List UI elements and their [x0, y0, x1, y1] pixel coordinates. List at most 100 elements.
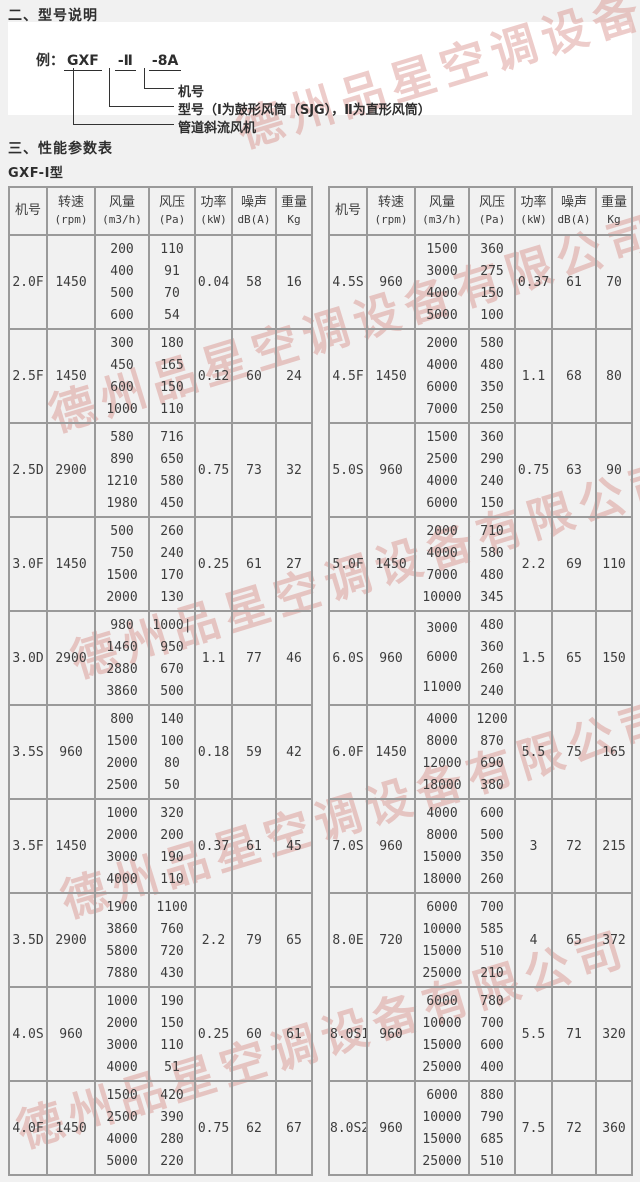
column-header: 机号 — [328, 186, 368, 236]
cell-air-pressure-value: 700 — [480, 899, 504, 915]
example-prefix: 例： — [36, 53, 64, 69]
cell-power: 0.12 — [194, 328, 233, 424]
model-example-box: 例： GXF -Ⅱ -8A 机号 型号（Ⅰ为鼓形风筒（SJG），Ⅱ为直形风筒） 管道斜… — [8, 22, 632, 136]
cell-air-pressure-value: 350 — [480, 379, 504, 395]
cell-air-flow: 6000 10000 15000 25000 — [414, 892, 470, 988]
cell-rpm: 1450 — [366, 516, 416, 612]
cell-air-flow: 1500 2500 4000 6000 — [414, 422, 470, 518]
cell-air-pressure-value: 54 — [164, 307, 180, 323]
cell-air-flow-value: 580 — [110, 429, 134, 445]
cell-air-flow-value: 4000 — [426, 285, 458, 301]
column-header: 重量 Kg — [275, 186, 313, 236]
cell-air-pressure-value: 210 — [480, 965, 504, 981]
cell-air-flow-value: 2000 — [106, 1015, 138, 1031]
cell-air-pressure-value: 150 — [160, 1015, 184, 1031]
cell-air-pressure-value: 110 — [160, 241, 184, 257]
cell-air-pressure-value: 480 — [480, 567, 504, 583]
cell-air-pressure-value: 500 — [160, 683, 184, 699]
cell-air-pressure-value: 260 — [480, 661, 504, 677]
cell-air-pressure: 716 650 580 450 — [148, 422, 196, 518]
cell-air-flow-value: 980 — [110, 617, 134, 633]
cell-air-flow-value: 4000 — [426, 357, 458, 373]
cell-air-flow-value: 750 — [110, 545, 134, 561]
cell-air-flow-value: 4000 — [426, 545, 458, 561]
callout-line-fan — [73, 68, 174, 125]
cell-air-pressure: 360 290 240 150 — [468, 422, 516, 518]
cell-air-pressure-value: 360 — [480, 429, 504, 445]
cell-air-flow: 2000 4000 7000 10000 — [414, 516, 470, 612]
cell-air-pressure-value: 170 — [160, 567, 184, 583]
cell-rpm: 1450 — [46, 516, 96, 612]
cell-rpm: 1450 — [46, 1080, 96, 1176]
cell-machine-no: 2.5F — [8, 328, 48, 424]
cell-air-flow-value: 1210 — [106, 473, 138, 489]
cell-weight: 150 — [595, 610, 633, 706]
cell-air-flow-value: 15000 — [422, 943, 462, 959]
section-title-performance: 三、性能参数表 — [8, 141, 113, 157]
cell-power: 1.1 — [514, 328, 553, 424]
cell-air-pressure-value: 200 — [160, 827, 184, 843]
cell-air-pressure-value: 110 — [160, 871, 184, 887]
cell-rpm: 960 — [366, 422, 416, 518]
cell-air-flow-value: 10000 — [422, 1015, 462, 1031]
column-header: 功率 (kW) — [194, 186, 233, 236]
cell-air-pressure-value: 870 — [480, 733, 504, 749]
cell-machine-no: 4.0S — [8, 986, 48, 1082]
cell-air-flow-value: 450 — [110, 357, 134, 373]
table-row: 5.0S 960 1500 2500 4000 6000 360 290 240 150 0.75 6… — [328, 422, 633, 518]
cell-air-flow-value: 4000 — [426, 473, 458, 489]
cell-air-flow: 580 890 1210 1980 — [94, 422, 150, 518]
cell-rpm: 2900 — [46, 422, 96, 518]
cell-air-pressure-value: 650 — [160, 451, 184, 467]
cell-power: 0.75 — [514, 422, 553, 518]
cell-noise: 72 — [551, 1080, 597, 1176]
cell-rpm: 1450 — [46, 234, 96, 330]
cell-air-pressure-value: 150 — [480, 495, 504, 511]
cell-noise: 72 — [551, 798, 597, 894]
cell-air-pressure-value: 100 — [160, 733, 184, 749]
cell-air-pressure-value: 240 — [480, 683, 504, 699]
cell-air-flow: 4000 8000 15000 18000 — [414, 798, 470, 894]
cell-air-pressure-value: 1100 — [156, 899, 188, 915]
cell-rpm: 960 — [366, 1080, 416, 1176]
cell-air-flow-value: 1500 — [106, 1087, 138, 1103]
cell-machine-no: 4.0F — [8, 1080, 48, 1176]
cell-air-flow: 3000 6000 11000 — [414, 610, 470, 706]
cell-noise: 60 — [231, 986, 277, 1082]
cell-weight: 90 — [595, 422, 633, 518]
cell-noise: 61 — [231, 798, 277, 894]
cell-air-pressure-value: 880 — [480, 1087, 504, 1103]
cell-power: 5.5 — [514, 704, 553, 800]
cell-air-flow-value: 25000 — [422, 1153, 462, 1169]
cell-air-flow-value: 1500 — [426, 429, 458, 445]
cell-noise: 79 — [231, 892, 277, 988]
cell-air-flow: 1000 2000 3000 4000 — [94, 798, 150, 894]
cell-air-flow-value: 800 — [110, 711, 134, 727]
cell-air-flow-value: 3000 — [426, 621, 458, 637]
cell-air-flow-value: 2000 — [106, 755, 138, 771]
cell-weight: 372 — [595, 892, 633, 988]
cell-weight: 67 — [275, 1080, 313, 1176]
cell-weight: 46 — [275, 610, 313, 706]
table-row: 2.0F 1450 200 400 500 600 110 91 70 54 0.04 58 16 — [8, 234, 313, 330]
cell-weight: 215 — [595, 798, 633, 894]
cell-noise: 61 — [231, 516, 277, 612]
column-header: 风压 (Pa) — [148, 186, 196, 236]
cell-air-pressure: 1200 870 690 380 — [468, 704, 516, 800]
cell-noise: 61 — [551, 234, 597, 330]
cell-air-pressure: 580 480 350 250 — [468, 328, 516, 424]
cell-air-flow-value: 18000 — [422, 871, 462, 887]
cell-air-pressure-value: 190 — [160, 993, 184, 1009]
cell-air-pressure-value: 380 — [480, 777, 504, 793]
cell-air-flow: 6000 10000 15000 25000 — [414, 986, 470, 1082]
cell-air-pressure: 600 500 350 260 — [468, 798, 516, 894]
table-row: 6.0S 960 3000 6000 11000 480 360 260 240 1.5 65 150 — [328, 610, 633, 706]
cell-power: 1.5 — [514, 610, 553, 706]
table-header-row: 机号 转速 (rpm) 风量 (m3/h) 风压 (Pa) 功率 (kW) 噪声 dB(A) 重量 Kg — [8, 186, 313, 236]
callout-fan-name: 管道斜流风机 — [178, 121, 257, 136]
cell-air-pressure-value: 430 — [160, 965, 184, 981]
cell-air-flow-value: 15000 — [422, 1037, 462, 1053]
cell-air-pressure-value: 670 — [160, 661, 184, 677]
cell-machine-no: 2.0F — [8, 234, 48, 330]
cell-noise: 59 — [231, 704, 277, 800]
